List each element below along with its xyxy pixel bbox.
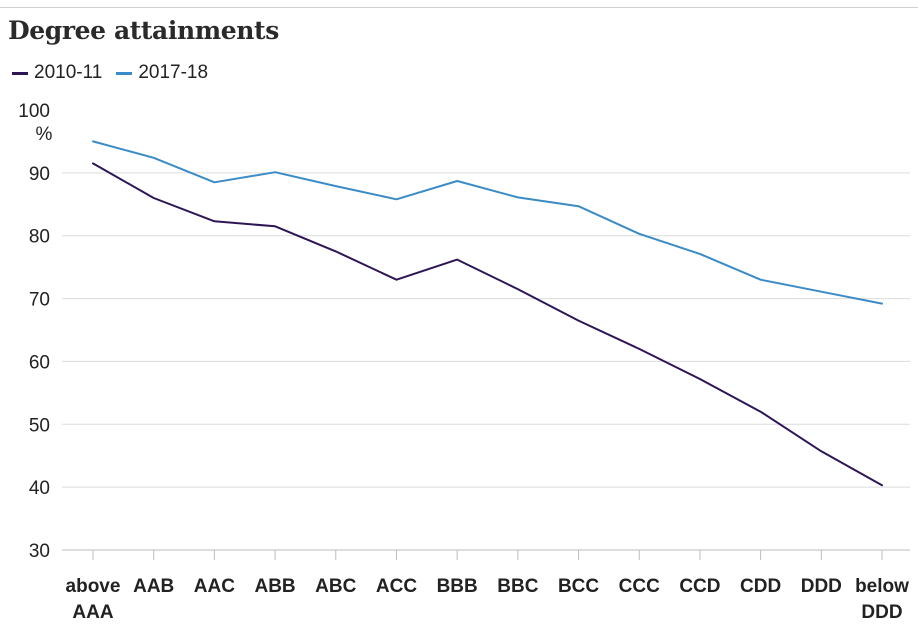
x-tick-label-7: BBC <box>497 576 538 597</box>
series-line-2017-18 <box>92 140 883 305</box>
y-tick-label-50: 50 <box>29 415 50 436</box>
x-tick-label-9: CCC <box>619 576 660 597</box>
x-tick-label-11: CDD <box>740 576 781 597</box>
legend: 2010-11 2017-18 <box>12 62 222 84</box>
x-tick-label-6: BBB <box>437 576 478 597</box>
y-tick-label-70: 70 <box>29 290 50 311</box>
x-tick-label-3: ABB <box>254 576 295 597</box>
legend-swatch-2017-18 <box>116 71 133 75</box>
y-unit-label: % <box>36 124 53 145</box>
legend-swatch-2010-11 <box>12 71 28 75</box>
x-tick-label-2: AAC <box>194 576 235 597</box>
chart-title: Degree attainments <box>8 16 279 45</box>
y-tick-label-30: 30 <box>29 541 50 562</box>
x-tick-label-8: BCC <box>558 576 599 597</box>
legend-label-2017-18: 2017-18 <box>138 62 209 83</box>
x-tick-label-10: CCD <box>679 576 720 597</box>
x-tick-label-5: ACC <box>376 576 417 597</box>
y-tick-label-90: 90 <box>29 164 50 185</box>
series-line-2010-11 <box>92 162 883 487</box>
y-tick-label-80: 80 <box>29 227 50 248</box>
y-tick-label-40: 40 <box>29 478 50 499</box>
top-rule <box>0 7 918 8</box>
x-tick-label-13: below DDD <box>855 576 909 623</box>
y-tick-label-100: 100 <box>18 101 50 122</box>
x-tick-label-4: ABC <box>315 576 356 597</box>
legend-item-2017-18: 2017-18 <box>116 62 208 84</box>
y-tick-label-60: 60 <box>29 352 50 373</box>
x-tick-label-1: AAB <box>133 576 174 597</box>
x-tick-label-0: above AAA <box>66 576 121 623</box>
legend-label-2010-11: 2010-11 <box>34 62 103 83</box>
legend-item-2010-11: 2010-11 <box>12 62 102 84</box>
x-tick-label-12: DDD <box>801 576 842 597</box>
